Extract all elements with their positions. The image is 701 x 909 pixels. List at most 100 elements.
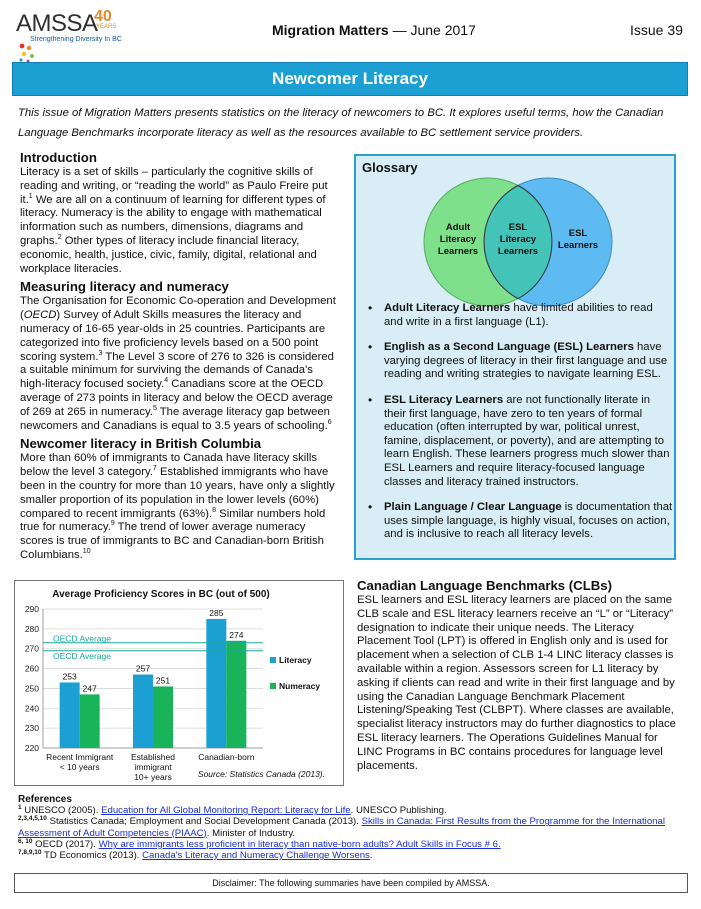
footnote-ref: 2	[57, 234, 62, 242]
oecd-abbrev: OECD	[23, 309, 57, 322]
reference-text: OECD (2017).	[32, 838, 99, 850]
references-heading: References	[18, 794, 72, 805]
glossary-term: Plain Language / Clear Language	[384, 501, 562, 514]
introduction-heading: Introduction	[20, 150, 97, 165]
measuring-paragraph: The Organisation for Economic Co-operati…	[20, 295, 338, 433]
y-tick-label: 240	[25, 703, 39, 713]
legend-swatch	[270, 657, 276, 663]
text-run: Canadians score at the OECD average of 2…	[20, 378, 333, 418]
glossary-item: ESL Literacy Learners are not functional…	[364, 394, 674, 489]
reference-link[interactable]: Skills in Canada: First Results from the…	[18, 816, 665, 839]
legend-label: Numeracy	[279, 681, 320, 691]
x-tick-label: < 10 years	[60, 762, 100, 772]
footnote-ref: 3	[98, 349, 103, 357]
bar-numeracy	[226, 640, 247, 748]
chart-source: Source: Statistics Canada (2013).	[198, 769, 325, 779]
glossary-definition: are not functionally literate in their f…	[384, 393, 670, 488]
references-section: References 1 UNESCO (2005). Education fo…	[18, 794, 688, 861]
issue-number: Issue 39	[630, 22, 683, 38]
data-label: 285	[209, 608, 223, 618]
text-run: Literacy is a set of skills – particular…	[20, 166, 328, 206]
x-tick-label: 10+ years	[134, 772, 172, 782]
bc-heading: Newcomer literacy in British Columbia	[20, 436, 262, 452]
newsletter-title: Migration Matters — June 2017	[272, 22, 476, 38]
reference-item: 6, 10 OECD (2017). Why are immigrants le…	[18, 837, 688, 850]
reference-text: . Minister of Industry.	[206, 827, 296, 839]
text-run: The trend of lower average numeracy scor…	[20, 521, 324, 561]
bar-literacy	[133, 674, 153, 748]
logo-anniversary-years: YEARS	[96, 24, 117, 30]
page-title: Newcomer Literacy	[272, 69, 428, 88]
footnote-ref: 10	[82, 548, 91, 556]
glossary-list: Adult Literacy Learners have limited abi…	[364, 302, 674, 554]
reference-number: 7,8,9,10	[18, 848, 42, 856]
glossary-definition: is documentation that uses simple langua…	[384, 501, 673, 541]
reference-text: .	[369, 850, 373, 862]
oecd-average-label: OECD Average	[53, 633, 111, 643]
venn-label-adult: Adult Literacy Learners	[438, 222, 478, 257]
y-tick-label: 250	[25, 683, 39, 693]
glossary-item: Plain Language / Clear Language is docum…	[364, 501, 674, 542]
oecd-average-label: OECD Average	[53, 651, 111, 661]
data-label: 257	[136, 664, 150, 674]
introduction-paragraph: Literacy is a set of skills – particular…	[20, 166, 338, 276]
amssa-logo[interactable]: AMSSA 40 YEARS Strengthening Diversity I…	[14, 8, 122, 62]
proficiency-chart-svg: Average Proficiency Scores in BC (out of…	[25, 589, 325, 782]
newsletter-name: Migration Matters	[272, 22, 389, 38]
text-run: Similar numbers hold true for numeracy.	[20, 507, 326, 534]
reference-item: 7,8,9,10 TD Economics (2013). Canada's L…	[18, 848, 688, 862]
disclaimer-box: Disclaimer: The following summaries have…	[14, 873, 688, 893]
y-tick-label: 260	[25, 664, 39, 674]
reference-link[interactable]: Education for All Global Monitoring Repo…	[101, 805, 351, 817]
reference-link[interactable]: Why are immigrants less proficient in li…	[98, 838, 501, 850]
bar-literacy	[59, 682, 80, 748]
legend-label: Literacy	[279, 655, 312, 665]
reference-link[interactable]: Canada's Literacy and Numeracy Challenge…	[142, 850, 370, 862]
venn-label-esl: ESL Learners	[558, 228, 598, 251]
text-run: The average literacy gap between newcome…	[20, 405, 330, 432]
text-run: More than 60% of immigrants to Canada ha…	[20, 452, 317, 479]
page-header: AMSSA 40 YEARS Strengthening Diversity I…	[0, 0, 701, 62]
text-run: ) Survey of Adult Skills measures the li…	[20, 309, 326, 363]
chart-title: Average Proficiency Scores in BC (out of…	[52, 589, 269, 600]
reference-number: 1	[18, 804, 22, 812]
text-run: Other types of literacy include financia…	[20, 234, 317, 275]
logo-wordmark: AMSSA	[16, 10, 98, 37]
footnote-ref: 6	[327, 418, 332, 426]
reference-number: 2,3,4,5,10	[18, 815, 47, 823]
footnote-ref: 9	[110, 520, 115, 528]
y-tick-label: 280	[25, 624, 39, 634]
reference-text: Statistics Canada; Employment and Social…	[46, 816, 362, 828]
bc-paragraph: More than 60% of immigrants to Canada ha…	[20, 452, 338, 562]
logo-tagline: Strengthening Diversity In BC	[30, 36, 122, 43]
measuring-heading: Measuring literacy and numeracy	[20, 279, 229, 295]
logo-anniversary-number: 40	[94, 8, 112, 25]
venn-label-esl-literacy: ESL Literacy Learners	[498, 222, 538, 257]
newsletter-date: — June 2017	[388, 22, 476, 38]
left-column: Introduction Literacy is a set of skills…	[20, 150, 338, 566]
reference-text: UNESCO (2005).	[21, 805, 102, 817]
clb-paragraph: ESL learners and ESL literacy learners a…	[357, 594, 676, 772]
proficiency-chart: Average Proficiency Scores in BC (out of…	[14, 580, 344, 786]
reference-item: 2,3,4,5,10 Statistics Canada; Employment…	[18, 815, 688, 839]
glossary-definition: have limited abilities to read and write…	[384, 302, 653, 328]
legend-swatch	[270, 683, 276, 689]
reference-number: 6, 10	[18, 837, 33, 845]
y-tick-label: 290	[25, 604, 39, 614]
data-label: 247	[83, 683, 97, 693]
glossary-item: Adult Literacy Learners have limited abi…	[364, 302, 674, 329]
text-run: The Organisation for Economic Co-operati…	[20, 295, 336, 322]
glossary-box: Glossary Adult Literacy Learners ESL Litera…	[354, 154, 676, 560]
data-label: 251	[156, 675, 170, 685]
reference-text: TD Economics (2013).	[41, 850, 143, 862]
logo-dots-icon	[19, 43, 34, 62]
disclaimer-text: Disclaimer: The following summaries have…	[212, 878, 490, 888]
x-tick-label: immigrant	[134, 762, 172, 772]
text-run: The Level 3 score of 276 to 326 is consi…	[20, 350, 334, 391]
glossary-title: Glossary	[362, 160, 418, 175]
reference-text: . UNESCO Publishing.	[350, 805, 447, 817]
page-title-banner: Newcomer Literacy	[12, 62, 688, 96]
glossary-term: ESL Literacy Learners	[384, 393, 504, 406]
footnote-ref: 1	[28, 192, 33, 200]
glossary-item: English as a Second Language (ESL) Learn…	[364, 341, 674, 382]
